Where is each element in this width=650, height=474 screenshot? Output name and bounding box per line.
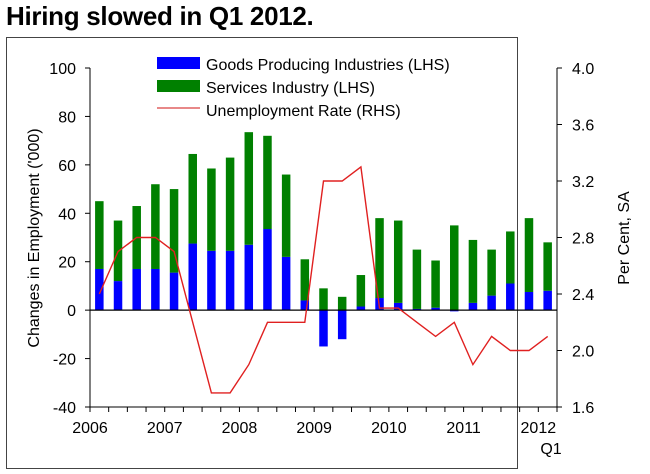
bar-goods (412, 308, 422, 311)
legend-swatch-goods (157, 57, 200, 69)
bar-goods (281, 256, 291, 311)
bars-layer (95, 132, 552, 347)
bar-services (450, 225, 459, 311)
y-tick-label: 20 (58, 255, 76, 272)
bar-goods (113, 281, 123, 311)
x-tick-label: 2010 (371, 420, 407, 437)
legend-label-unemployment: Unemployment Rate (RHS) (206, 103, 401, 120)
y2-tick-label: 4.0 (572, 61, 594, 78)
x-sublabel: Q1 (540, 441, 561, 458)
y2-tick-label: 3.6 (572, 118, 594, 135)
bar-services (337, 296, 347, 311)
y2-tick-label: 2.8 (572, 231, 594, 248)
bar-services (412, 249, 422, 309)
x-tick-label: 2009 (296, 420, 332, 437)
y-tick-label: -20 (53, 352, 76, 369)
bar-goods (169, 272, 179, 311)
bar-services (487, 249, 496, 296)
bar-goods (207, 250, 216, 311)
bar-services (300, 259, 310, 301)
bar-goods (543, 290, 552, 311)
axes-layer: 100 80 60 40 20 0 -20 -40 4.0 3.6 3.2 2.8 2.4 2.0 1.6 2… (49, 61, 594, 458)
bar-services (225, 157, 235, 251)
bar-services (244, 132, 254, 245)
line-unemployment (98, 165, 549, 394)
legend-label-services: Services Industry (LHS) (206, 80, 375, 97)
bar-goods (450, 310, 459, 312)
bar-goods (319, 310, 328, 347)
bar-goods (468, 302, 478, 311)
bar-goods (487, 295, 496, 311)
bar-goods (244, 244, 254, 311)
bar-goods (188, 243, 197, 311)
y-tick-label: 60 (58, 158, 76, 175)
bar-services (207, 168, 216, 251)
bar-services (393, 220, 403, 303)
y-tick-label: 80 (58, 109, 76, 126)
y-tick-label: 0 (67, 303, 76, 320)
bar-services (319, 288, 328, 311)
bar-services (431, 260, 440, 308)
bar-services (524, 218, 534, 292)
bar-goods (300, 300, 310, 311)
legend-label-goods: Goods Producing Industries (LHS) (206, 57, 450, 74)
y2-tick-label: 1.6 (572, 400, 594, 417)
bar-services (468, 239, 478, 303)
y2-tick-label: 2.4 (572, 287, 594, 304)
bar-services (543, 242, 552, 291)
bar-goods (151, 268, 160, 311)
y-tick-label: -40 (53, 400, 76, 417)
bar-goods (263, 229, 272, 311)
bar-goods (356, 306, 366, 311)
y-axis-title: Changes in Employment ('000) (26, 128, 43, 347)
bar-goods (506, 283, 515, 311)
y2-axis-title: Per Cent, SA (616, 191, 633, 285)
bar-services (151, 184, 160, 269)
bar-services (281, 174, 291, 257)
bar-goods (337, 310, 347, 340)
bar-services (169, 189, 179, 273)
bar-goods (393, 302, 403, 311)
y-tick-label: 100 (49, 61, 76, 78)
bar-goods (225, 250, 235, 311)
bar-services (375, 218, 384, 299)
x-tick-label: 2011 (446, 420, 481, 437)
bar-services (506, 231, 515, 284)
bar-services (263, 135, 272, 230)
x-tick-label: 2006 (72, 420, 108, 437)
legend-swatch-services (157, 80, 200, 92)
y2-tick-label: 2.0 (572, 344, 594, 361)
x-tick-label: 2007 (147, 420, 183, 437)
y-tick-label: 40 (58, 206, 76, 223)
bar-goods (431, 307, 440, 311)
bar-goods (132, 268, 141, 311)
bar-services (188, 153, 197, 244)
line-layer (98, 165, 549, 394)
legend: Goods Producing Industries (LHS) Service… (157, 57, 450, 120)
bar-services (356, 275, 366, 307)
y2-tick-label: 3.2 (572, 174, 594, 191)
bar-goods (95, 268, 104, 311)
chart-title: Hiring slowed in Q1 2012. (6, 1, 314, 31)
bar-services (95, 201, 104, 269)
chart-frame (6, 37, 518, 469)
bar-goods (524, 291, 534, 311)
x-tick-label: 2012 (521, 420, 557, 437)
x-tick-label: 2008 (222, 420, 258, 437)
